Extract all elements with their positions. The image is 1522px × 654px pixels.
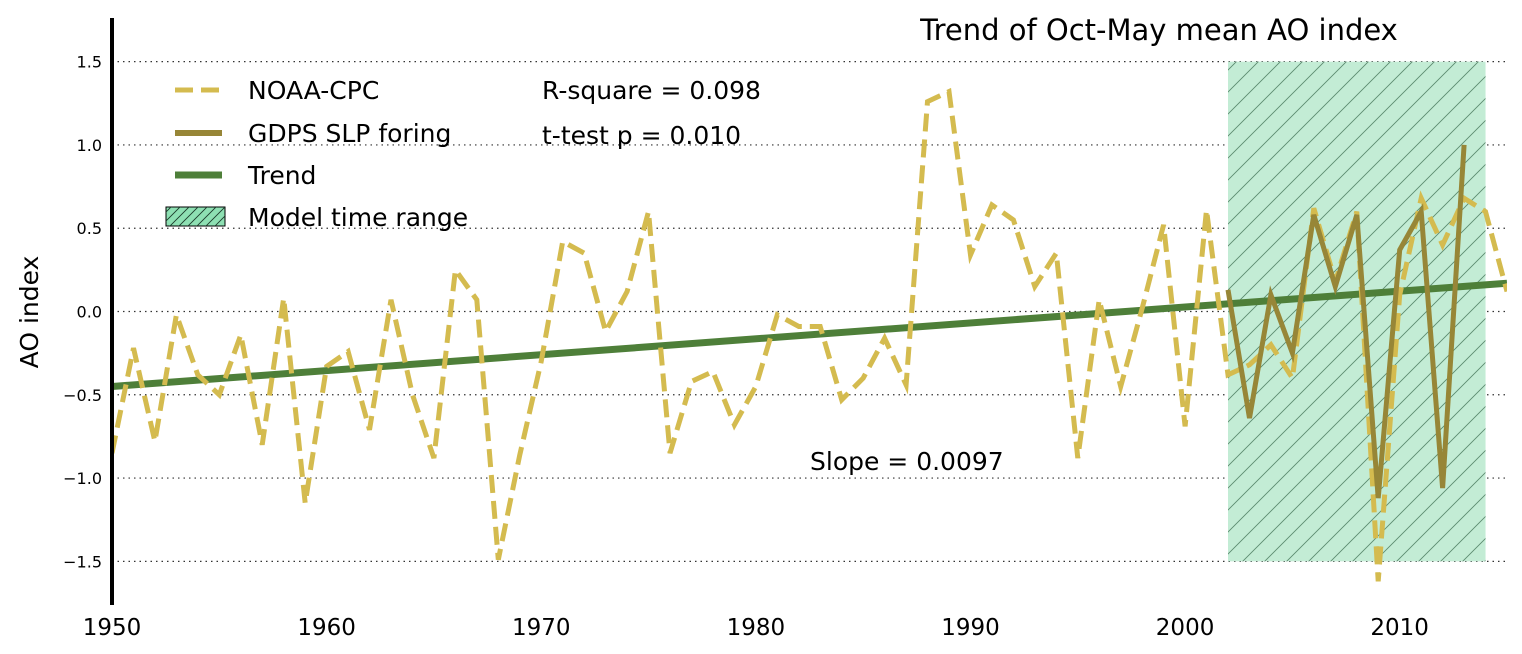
r-square-annotation: R-square = 0.098 [542,76,761,105]
grid [112,61,1507,562]
gdps-slp-line [1225,144,1467,499]
y-tick-labels: 1.5 1.0 0.5 0.0 −0.5 −1.0 −1.5 [63,53,102,572]
x-tick-label: 1980 [727,615,786,641]
slope-annotation: Slope = 0.0097 [810,447,1004,476]
legend-swatch-model-range-hatch [166,207,225,226]
x-tick-label: 1990 [941,615,1000,641]
x-tick-labels: 1950 1960 1970 1980 1990 2000 2010 [83,615,1429,641]
legend-label-gdps-slp: GDPS SLP foring [248,119,451,148]
y-tick-label: 1.0 [77,136,102,155]
y-tick-label: 0.0 [77,303,102,322]
x-tick-label: 2010 [1370,615,1429,641]
legend-label-trend: Trend [247,161,316,190]
chart-title: Trend of Oct-May mean AO index [919,13,1398,47]
y-axis-label: AO index [15,256,44,369]
y-tick-label: −1.5 [63,552,102,571]
noaa-cpc-line [112,87,1507,582]
series-group [112,87,1507,582]
legend-label-model-range: Model time range [248,203,468,232]
y-tick-label: −0.5 [63,386,102,405]
x-tick-label: 2000 [1156,615,1215,641]
x-tick-label: 1960 [297,615,356,641]
x-tick-label: 1950 [83,615,142,641]
y-tick-label: −1.0 [63,469,102,488]
t-test-annotation: t-test p = 0.010 [542,121,741,150]
y-tick-label: 1.5 [77,53,102,72]
x-tick-label: 1970 [512,615,571,641]
legend-label-noaa-cpc: NOAA-CPC [248,76,379,105]
y-tick-label: 0.5 [77,219,102,238]
legend: NOAA-CPC GDPS SLP foring Trend Model tim… [165,76,468,232]
